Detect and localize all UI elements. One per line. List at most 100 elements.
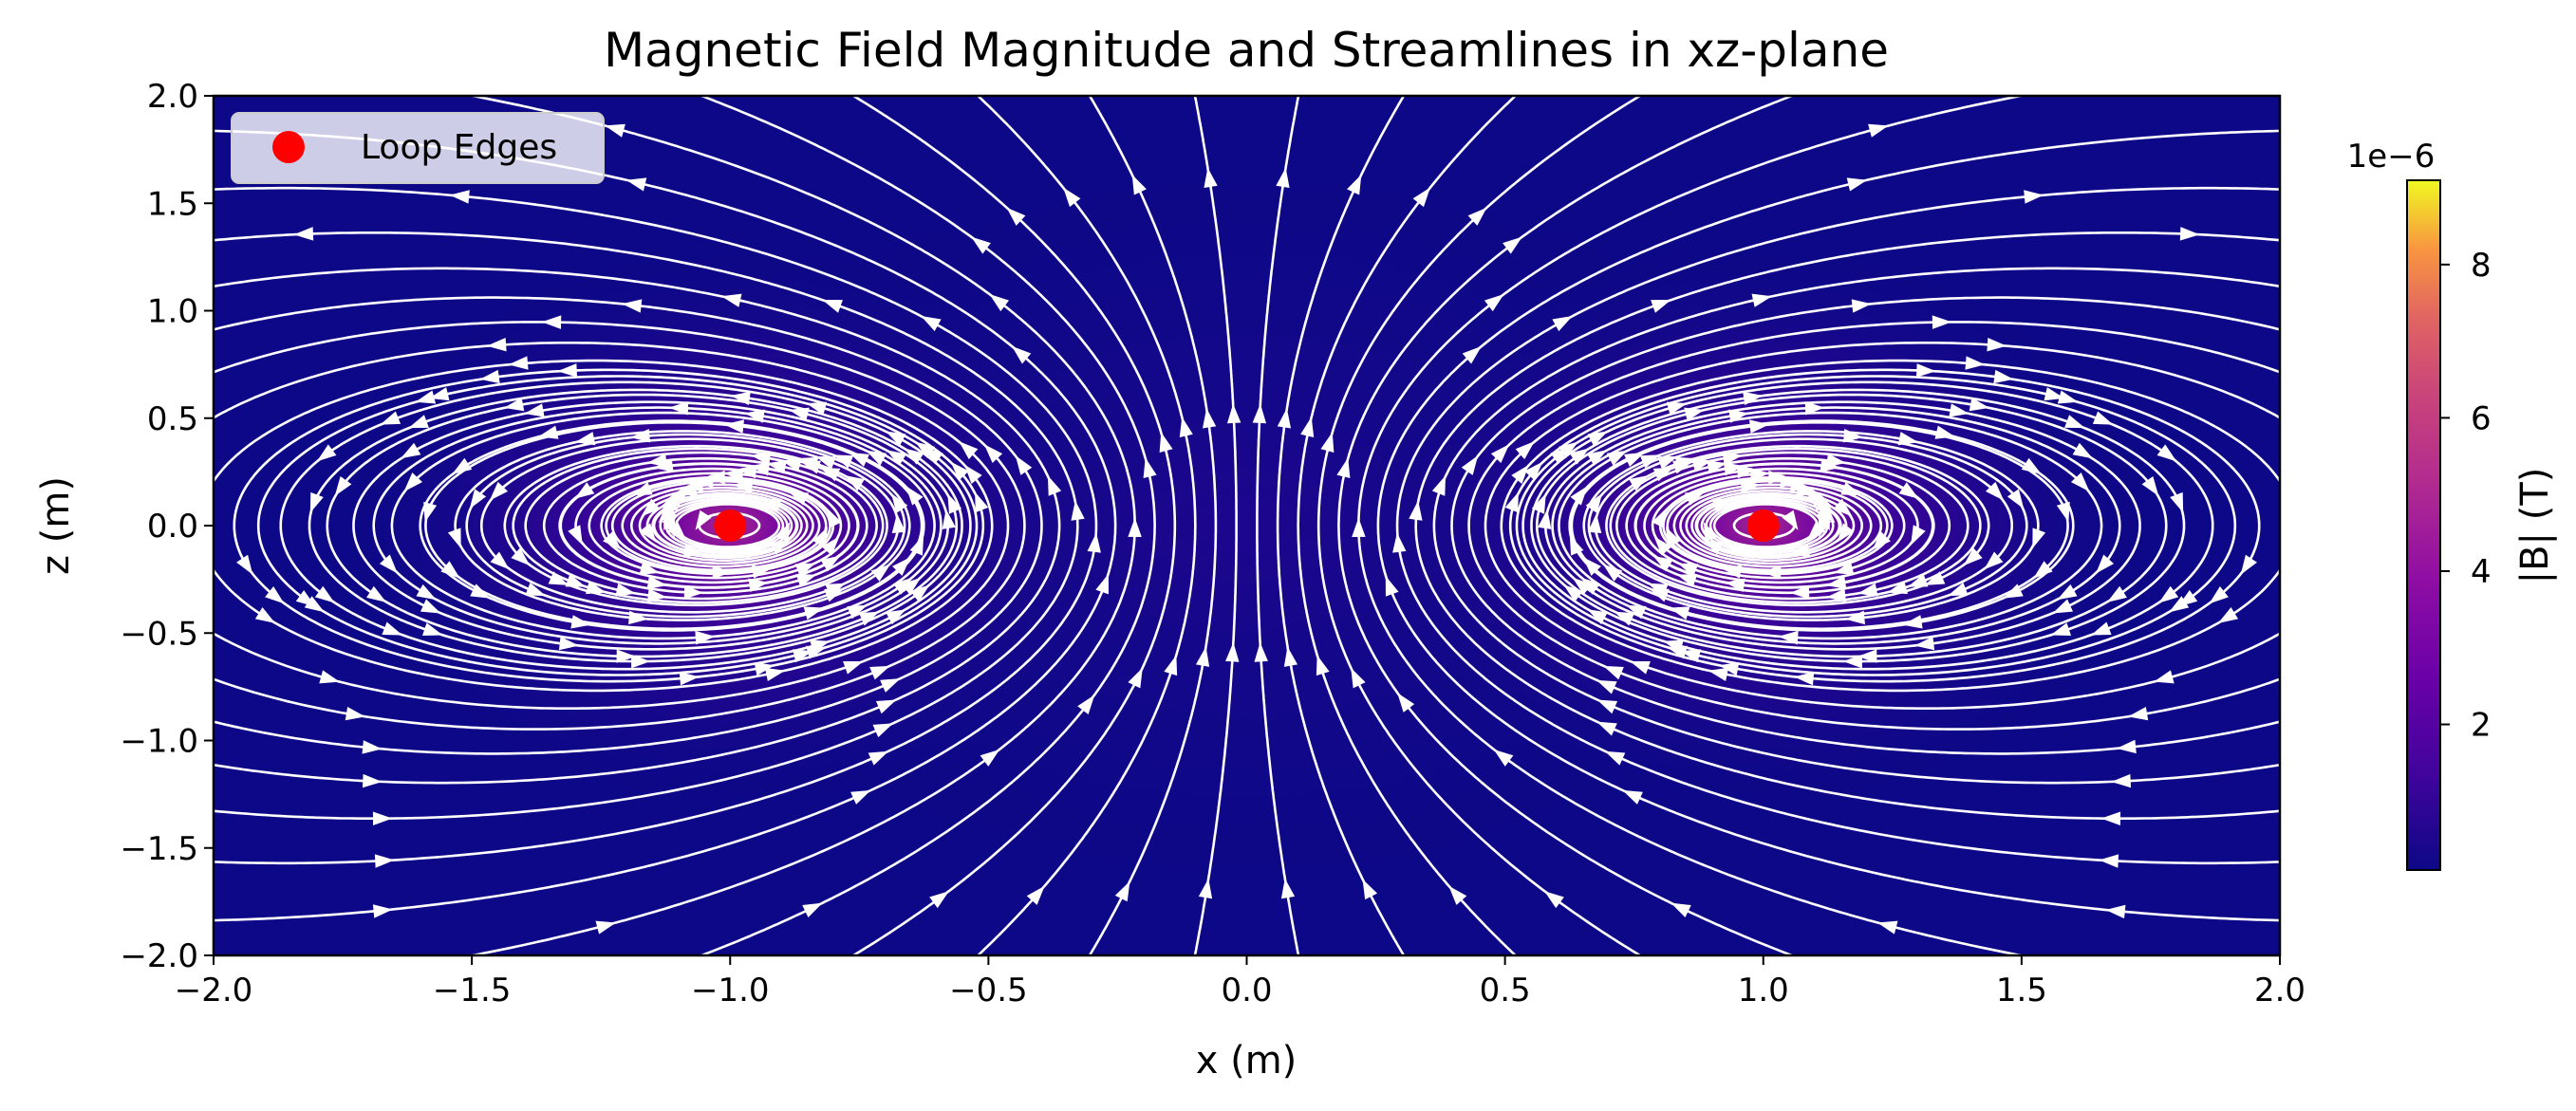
streamline <box>214 129 1117 922</box>
streamline <box>1551 406 2121 645</box>
streamline-arrow <box>2106 585 2127 602</box>
streamline-arrow <box>1684 407 1705 421</box>
x-axis-ticks: −2.0 −1.5 −1.0 −0.5 0.0 0.5 1.0 1.5 2.0 <box>175 955 2305 1009</box>
streamline-arrow <box>1651 300 1671 313</box>
streamline <box>1276 96 1406 955</box>
streamline-arrow <box>2052 599 2074 614</box>
streamline-arrow <box>415 390 437 404</box>
streamline <box>1484 342 2280 710</box>
y-tick-label: 0.5 <box>147 400 198 438</box>
y-tick-label: 0.0 <box>147 508 198 546</box>
streamline-arrow <box>1587 609 1608 625</box>
streamline <box>503 444 888 607</box>
streamline-arrow <box>794 563 816 577</box>
streamline <box>651 493 799 558</box>
streamline-arrow <box>850 789 871 805</box>
streamline-arrow <box>1969 398 1990 412</box>
colorbar-tick-label: 4 <box>2471 553 2492 591</box>
streamline <box>1450 296 2280 755</box>
streamline <box>465 433 906 619</box>
streamline-arrow <box>1949 403 1969 417</box>
streamline <box>1582 430 2040 621</box>
streamline-arrow <box>605 123 625 138</box>
streamline-arrow <box>1412 187 1430 208</box>
streamline-arrow <box>558 636 579 651</box>
streamline-arrow <box>408 415 429 429</box>
streamline <box>1088 96 1218 955</box>
streamline-arrow <box>309 491 324 513</box>
loop-edge-marker <box>714 509 747 542</box>
streamline-arrow <box>1392 532 1407 553</box>
streamline <box>1633 462 1935 589</box>
streamline <box>1500 359 2280 693</box>
streamline-arrow <box>1202 408 1217 429</box>
y-axis-ticks: −2.0 −1.5 −1.0 −0.5 0.0 0.5 1.0 1.5 2.0 <box>120 78 214 975</box>
streamline-arrow <box>382 621 403 636</box>
streamline <box>1615 451 1969 601</box>
streamline-arrow <box>1300 417 1315 437</box>
streamline-arrow <box>416 583 437 601</box>
streamline-arrow <box>1985 481 2005 501</box>
x-tick-label: 1.5 <box>1996 972 2047 1009</box>
streamline-arrow <box>293 227 314 241</box>
streamline-arrow <box>632 481 653 496</box>
streamline-arrow <box>880 678 901 693</box>
streamline-arrow <box>1887 581 1909 595</box>
streamline-arrow <box>630 654 651 669</box>
streamline-arrow <box>886 450 906 466</box>
streamline-arrow <box>630 429 650 443</box>
streamline <box>574 467 850 584</box>
streamline-arrow <box>950 461 969 481</box>
streamline-arrow <box>679 672 700 686</box>
streamline <box>850 96 1177 955</box>
streamline-arrow <box>1728 409 1749 423</box>
streamline <box>1432 267 2280 785</box>
streamline-arrow <box>1987 337 2007 352</box>
colorbar: 1e−6 2 4 6 8 |B| (T) <box>2347 138 2557 871</box>
streamline-arrow <box>720 293 742 307</box>
streamline-arrow <box>1128 517 1142 538</box>
streamline-arrow <box>2240 554 2257 575</box>
streamline-arrow <box>1493 749 1514 767</box>
streamline-arrow <box>1582 557 1601 576</box>
streamline-arrow <box>1503 236 1522 254</box>
streamline-arrow <box>1623 452 1645 467</box>
streamline-arrow <box>891 513 906 534</box>
streamline-arrow <box>1538 509 1552 529</box>
streamline-arrow <box>2057 583 2078 601</box>
streamline-arrow <box>1833 498 1853 517</box>
streamline-arrow <box>1663 639 1684 654</box>
streamline-arrow <box>423 501 438 523</box>
streamline-arrow <box>1965 356 1986 370</box>
streamline-arrow <box>1283 646 1298 667</box>
loop-edge-markers <box>714 509 1780 542</box>
streamline-arrow <box>490 551 510 570</box>
colorbar-tick-label: 6 <box>2471 399 2492 437</box>
streamline-arrow <box>374 854 395 868</box>
streamline-arrow <box>1397 693 1415 713</box>
streamline-arrow <box>449 190 470 204</box>
streamline-arrow <box>1204 167 1218 189</box>
streamline-arrow <box>1604 750 1626 766</box>
streamline-arrow <box>1751 293 1773 307</box>
streamline-arrow <box>1515 441 1535 460</box>
streamline <box>214 267 1061 785</box>
y-tick-label: −2.0 <box>120 937 198 975</box>
x-tick-label: 0.0 <box>1221 972 1272 1009</box>
streamline-arrow <box>1563 584 1583 602</box>
streamline-arrow <box>1915 363 1936 378</box>
streamline-arrow <box>2092 411 2114 425</box>
y-tick-label: 1.0 <box>147 293 198 331</box>
streamline-arrow <box>1484 293 1504 312</box>
streamline <box>1414 231 2280 820</box>
streamline-arrow <box>1276 167 1290 189</box>
streamline <box>1643 467 1919 584</box>
x-tick-label: −2.0 <box>175 972 253 1009</box>
streamline-arrow <box>372 904 393 918</box>
streamline-arrow <box>1316 655 1330 676</box>
streamline-arrow <box>625 177 647 192</box>
streamline-arrow <box>822 300 843 313</box>
colorbar-label: |B| (T) <box>2513 468 2557 584</box>
streamline-arrow <box>847 604 868 620</box>
streamline-arrow <box>489 481 509 501</box>
